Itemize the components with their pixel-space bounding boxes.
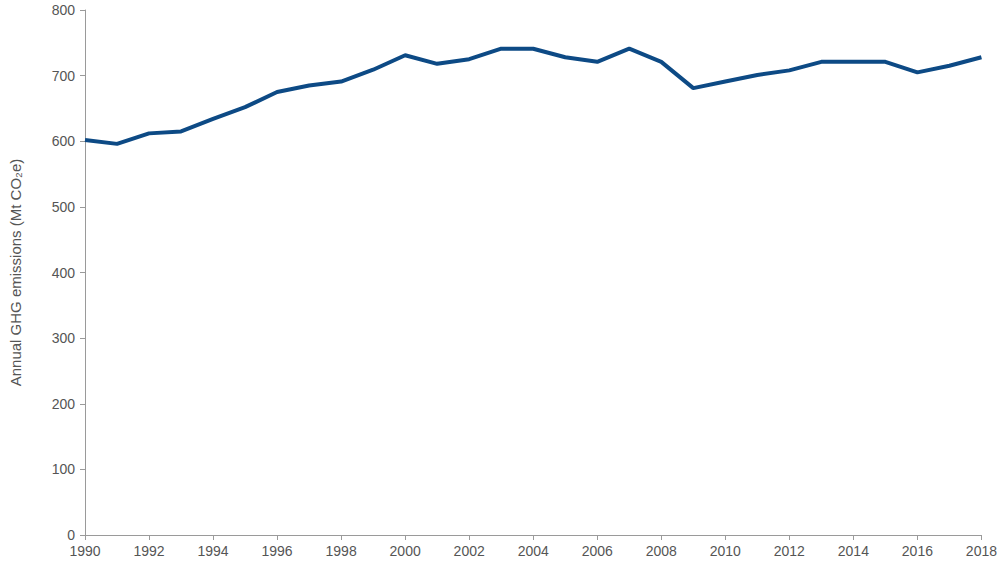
- svg-text:700: 700: [52, 68, 76, 84]
- svg-text:2014: 2014: [838, 543, 869, 559]
- svg-text:400: 400: [52, 265, 76, 281]
- svg-text:200: 200: [52, 396, 76, 412]
- svg-text:1994: 1994: [197, 543, 228, 559]
- svg-text:1992: 1992: [133, 543, 164, 559]
- svg-text:2010: 2010: [710, 543, 741, 559]
- svg-text:1996: 1996: [262, 543, 293, 559]
- svg-text:2016: 2016: [902, 543, 933, 559]
- svg-text:2006: 2006: [582, 543, 613, 559]
- svg-text:Annual GHG emissions (Mt CO₂e): Annual GHG emissions (Mt CO₂e): [7, 159, 24, 387]
- svg-text:2008: 2008: [646, 543, 677, 559]
- svg-text:2002: 2002: [454, 543, 485, 559]
- svg-text:2012: 2012: [774, 543, 805, 559]
- svg-text:100: 100: [52, 461, 76, 477]
- svg-text:2004: 2004: [518, 543, 549, 559]
- svg-text:300: 300: [52, 330, 76, 346]
- svg-text:600: 600: [52, 133, 76, 149]
- svg-text:0: 0: [67, 527, 75, 543]
- svg-text:1998: 1998: [326, 543, 357, 559]
- svg-text:2000: 2000: [390, 543, 421, 559]
- svg-text:800: 800: [52, 2, 76, 18]
- svg-text:2018: 2018: [966, 543, 997, 559]
- svg-text:1990: 1990: [69, 543, 100, 559]
- svg-text:500: 500: [52, 199, 76, 215]
